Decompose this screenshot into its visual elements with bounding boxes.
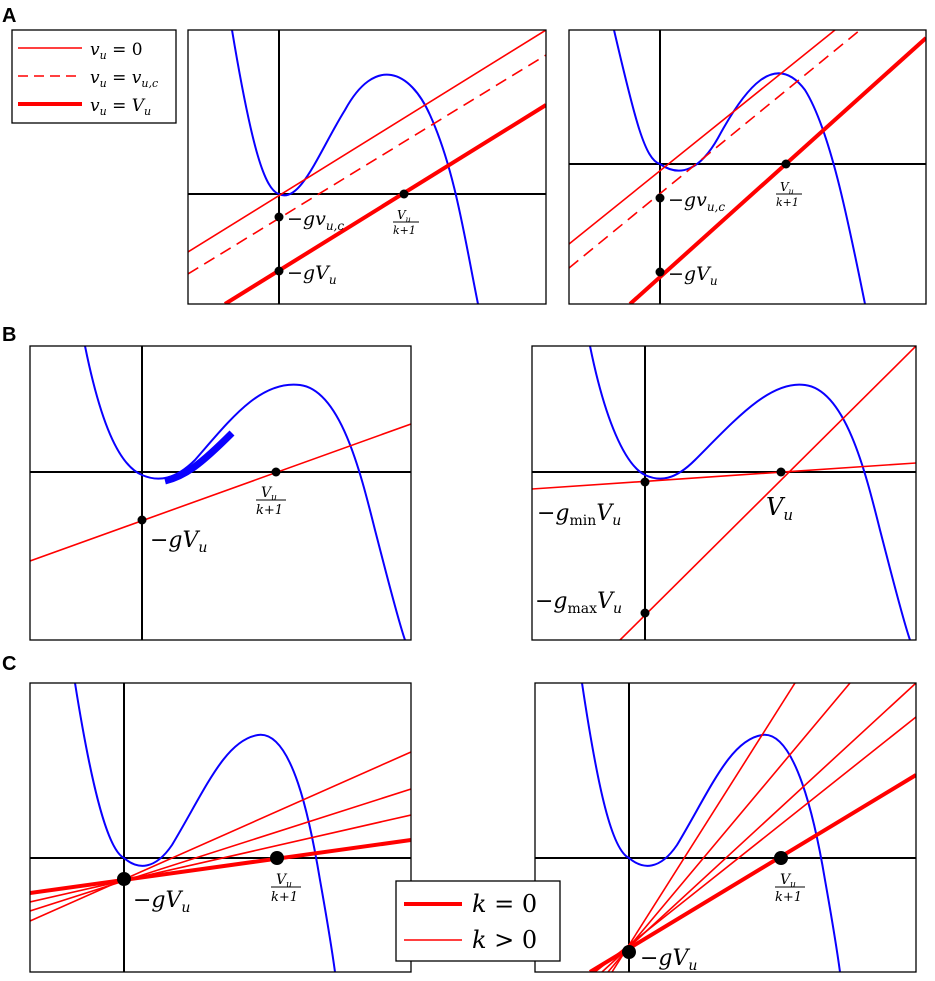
svg-text:k+1: k+1 xyxy=(775,890,802,905)
point-root xyxy=(399,189,409,199)
panel-letter-c: C xyxy=(2,653,16,675)
frame xyxy=(29,345,412,641)
label-neg-gmin-Vu: −gminVu xyxy=(537,501,621,529)
point-root xyxy=(271,467,281,477)
line-k3 xyxy=(30,751,411,922)
cubic-curve xyxy=(74,683,336,972)
legend-c-label-0: k = 0 xyxy=(472,890,537,918)
point-Vu xyxy=(776,467,786,477)
legend-c-box xyxy=(395,880,561,962)
line-k0 xyxy=(588,773,916,972)
label-neg-g-vuc: −gvu,c xyxy=(668,189,725,214)
label-neg-g-Vu: −gVu xyxy=(640,946,697,974)
frame xyxy=(187,29,547,305)
line-vu-c xyxy=(569,30,861,269)
label-fraction: Vu k+1 xyxy=(776,180,802,209)
point-root xyxy=(774,851,788,865)
label-Vu: Vu xyxy=(766,493,793,524)
line-vu-c xyxy=(188,54,546,275)
svg-text:k+1: k+1 xyxy=(393,224,416,237)
line-Vu xyxy=(223,103,546,304)
cubic-curve xyxy=(231,30,479,304)
line-vu-0 xyxy=(188,30,546,253)
point-root xyxy=(781,159,791,169)
panel-letter-b: B xyxy=(2,324,16,346)
point-neg-g-Vu xyxy=(117,872,131,886)
svg-text:k+1: k+1 xyxy=(776,196,799,209)
label-neg-g-Vu: −gVu xyxy=(150,528,207,556)
line-k4 xyxy=(611,683,796,972)
frame xyxy=(29,682,412,973)
legend-a: vu = 0 vu = vu,c vu = Vu xyxy=(11,29,177,124)
point-neg-g-Vu xyxy=(655,267,665,277)
cubic-curve xyxy=(589,346,911,640)
panel-c1: −gVu Vu k+1 xyxy=(29,682,412,973)
line-k2 xyxy=(601,683,916,972)
panel-letter-a: A xyxy=(2,5,16,27)
line-Vu xyxy=(30,423,411,562)
point-root xyxy=(270,851,284,865)
panel-b1: −gVu Vu k+1 xyxy=(29,345,412,641)
svg-text:Vu: Vu xyxy=(780,180,794,196)
line-Vu xyxy=(628,36,926,304)
panel-a2: −gvu,c −gVu Vu k+1 xyxy=(568,29,927,305)
point-neg-g-vuc xyxy=(274,212,284,222)
svg-text:Vu: Vu xyxy=(397,208,411,224)
label-fraction: Vu k+1 xyxy=(256,485,286,518)
svg-text:Vu: Vu xyxy=(261,485,277,503)
line-vu-0 xyxy=(569,30,836,245)
label-neg-g-Vu: −gVu xyxy=(668,263,718,288)
point-neg-gmin-Vu xyxy=(640,477,650,487)
legend-c: k = 0 k > 0 xyxy=(395,880,561,962)
cubic-curve xyxy=(581,683,841,972)
svg-text:Vu: Vu xyxy=(780,872,796,890)
label-neg-gmax-Vu: −gmaxVu xyxy=(535,589,622,617)
panel-c2: −gVu Vu k+1 xyxy=(534,682,917,974)
svg-text:k+1: k+1 xyxy=(271,890,298,905)
line-k1 xyxy=(30,814,411,903)
legend-a-label-0: vu = 0 xyxy=(90,40,143,62)
point-neg-g-Vu xyxy=(137,515,147,525)
line-k3 xyxy=(607,683,851,972)
label-fraction: Vu k+1 xyxy=(393,208,419,237)
svg-text:k+1: k+1 xyxy=(256,503,283,518)
label-neg-g-vuc: −gvu,c xyxy=(287,208,344,233)
cubic-highlight xyxy=(164,430,235,485)
point-neg-g-Vu xyxy=(622,945,636,959)
svg-text:Vu: Vu xyxy=(276,872,292,890)
panel-b2: −gminVu −gmaxVu Vu xyxy=(531,345,917,641)
panel-a1: −gvu,c −gVu Vu k+1 xyxy=(187,29,547,305)
label-fraction: Vu k+1 xyxy=(271,872,301,905)
cubic-curve xyxy=(84,346,406,640)
legend-a-label-2: vu = Vu xyxy=(90,96,151,118)
frame xyxy=(568,29,927,305)
frame xyxy=(534,682,917,973)
line-gmax xyxy=(619,346,916,640)
label-neg-g-Vu: −gVu xyxy=(133,888,190,916)
point-neg-g-Vu xyxy=(274,266,284,276)
line-gmin xyxy=(532,462,916,490)
label-neg-g-Vu: −gVu xyxy=(287,262,337,287)
line-k2 xyxy=(30,788,411,912)
cubic-curve xyxy=(613,30,866,304)
point-neg-gmax-Vu xyxy=(640,608,650,618)
label-fraction: Vu k+1 xyxy=(775,872,805,905)
line-k0 xyxy=(30,838,411,895)
point-neg-g-vuc xyxy=(655,193,665,203)
frame xyxy=(531,345,917,641)
legend-c-label-1: k > 0 xyxy=(472,926,537,954)
legend-a-label-1: vu = vu,c xyxy=(90,68,158,90)
